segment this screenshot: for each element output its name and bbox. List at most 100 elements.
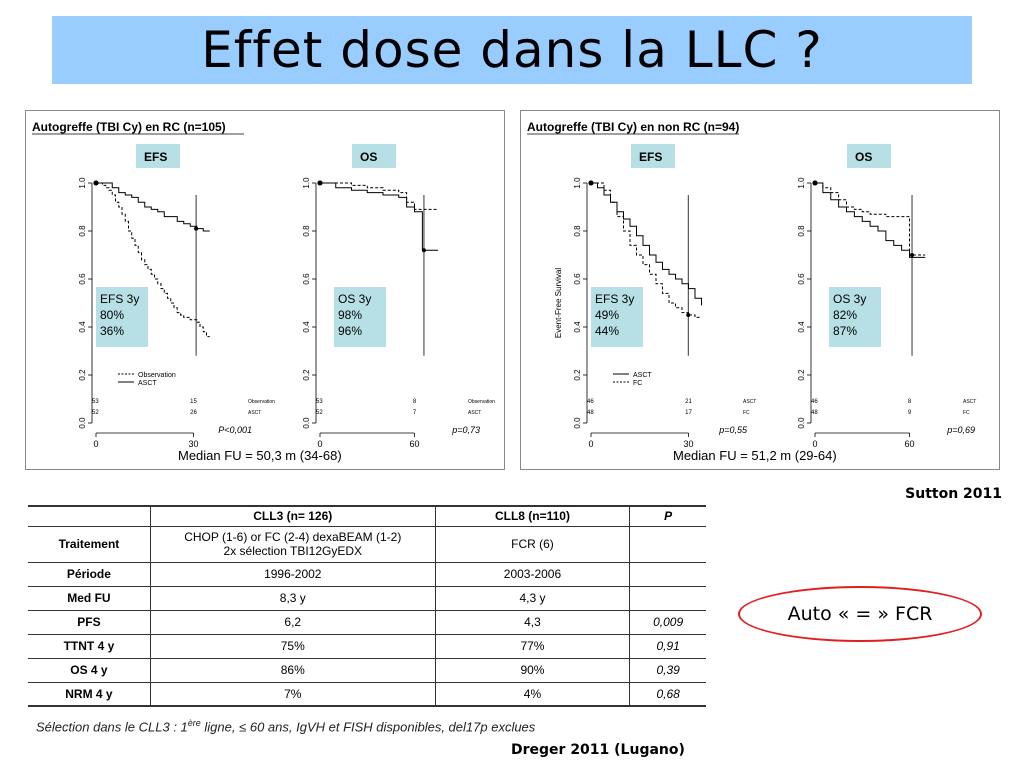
cell-cll8-text: 77% bbox=[520, 639, 545, 653]
km-line-fc bbox=[591, 182, 702, 318]
y-tick-label: 0.8 bbox=[797, 225, 806, 237]
stats-box bbox=[829, 287, 881, 347]
page-title: Effet dose dans la LLC ? bbox=[201, 21, 823, 79]
km-line-asct bbox=[815, 182, 926, 258]
plot-label-box bbox=[631, 144, 675, 168]
y-tick-label: 0.0 bbox=[302, 417, 311, 429]
km-line-asct bbox=[320, 182, 439, 251]
y-tick-label: 1.0 bbox=[573, 177, 582, 189]
table-row: Période 1996-2002 2003-2006 bbox=[28, 562, 706, 587]
km-start-point bbox=[812, 180, 818, 186]
callout-ellipse: Auto « = » FCR bbox=[738, 586, 982, 642]
y-tick-label: 1.0 bbox=[78, 177, 87, 189]
cell-cll8-text: FCR (6) bbox=[511, 537, 554, 551]
cell-p bbox=[629, 562, 706, 587]
table-row: Med FU 8,3 y 4,3 y bbox=[28, 586, 706, 611]
risk-table-value: 7 bbox=[413, 410, 417, 416]
risk-table-header: Observation bbox=[248, 399, 275, 405]
cell-cll8: 2003-2006 bbox=[434, 562, 630, 587]
cell-p-text: 0,68 bbox=[656, 686, 680, 701]
y-tick-label: 0.4 bbox=[573, 321, 582, 333]
table-header: P bbox=[629, 506, 706, 527]
stats-box bbox=[591, 287, 643, 347]
y-tick-label: 1.0 bbox=[302, 177, 311, 189]
risk-table-header: ASCT bbox=[963, 399, 976, 405]
km-plot-os: OS 0.0 0.2 0.4 0.6 0.8 1.0 0 60 OS 3y 82% 87% 46 8 ASC… bbox=[797, 144, 976, 449]
cell-cll3-text: 75% bbox=[280, 639, 305, 653]
km-line-fc bbox=[815, 182, 926, 256]
risk-table-header: Observation bbox=[468, 399, 495, 405]
x-tick-label: 30 bbox=[683, 439, 693, 449]
risk-table-header: FC bbox=[743, 410, 750, 416]
km-line-observation bbox=[96, 182, 210, 338]
stats-box-line: 87% bbox=[833, 324, 857, 338]
risk-table-value: 26 bbox=[190, 410, 197, 416]
km-plot-efs: EFS 0.0 0.2 0.4 0.6 0.8 1.0 0 30 Event-Free Survi… bbox=[554, 144, 756, 449]
y-tick-label: 0.4 bbox=[797, 321, 806, 333]
cell-cll3-text: 8,3 y bbox=[279, 591, 306, 605]
km-start-point bbox=[588, 180, 594, 186]
km-chart-non-rc: Autogreffe (TBI Cy) en non RC (n=94) Medi… bbox=[527, 120, 976, 463]
risk-table-value: 46 bbox=[811, 399, 818, 405]
row-label-text: Traitement bbox=[58, 537, 120, 551]
row-label: TTNT 4 y bbox=[28, 634, 151, 659]
y-tick-label: 0.4 bbox=[78, 321, 87, 333]
row-label-text: Période bbox=[66, 567, 111, 581]
stats-box-line: 80% bbox=[100, 308, 124, 322]
plot-label-box bbox=[352, 144, 396, 168]
cell-cll8: FCR (6) bbox=[434, 526, 630, 563]
row-label-text: OS 4 y bbox=[70, 663, 108, 677]
median-fu: Median FU = 51,2 m (29-64) bbox=[673, 448, 837, 463]
risk-table-value: 8 bbox=[908, 399, 912, 405]
cell-p-text: 0,91 bbox=[656, 639, 680, 653]
y-axis-label: Event-Free Survival bbox=[554, 268, 563, 338]
km-plot-efs: EFS 0.0 0.2 0.4 0.6 0.8 1.0 0 30 EFS 3y 80% 36% Obse… bbox=[78, 144, 275, 449]
stats-box-line: EFS 3y bbox=[100, 292, 139, 306]
cell-cll8: 4% bbox=[434, 682, 630, 707]
table-row: TTNT 4 y 75% 77% 0,91 bbox=[28, 634, 706, 659]
ci-point bbox=[194, 226, 199, 231]
stats-box-line: 49% bbox=[595, 308, 619, 322]
plot-label: EFS bbox=[639, 150, 662, 164]
km-plot-os: OS 0.0 0.2 0.4 0.6 0.8 1.0 0 60 OS 3y 98% 96% 53 8 Obs… bbox=[302, 144, 495, 449]
y-tick-label: 0.0 bbox=[573, 417, 582, 429]
risk-table-header: ASCT bbox=[248, 410, 261, 416]
row-label-text: PFS bbox=[77, 615, 101, 629]
footnote-text: Sélection dans le CLL3 : 1 bbox=[36, 719, 188, 735]
stats-box-line: 36% bbox=[100, 324, 124, 338]
x-tick-label: 60 bbox=[409, 439, 419, 449]
y-tick-label: 0.2 bbox=[302, 369, 311, 381]
plot-label-box bbox=[847, 144, 891, 168]
cell-cll3: 8,3 y bbox=[149, 586, 436, 611]
cell-p bbox=[629, 586, 706, 611]
row-label: OS 4 y bbox=[28, 658, 151, 683]
stats-box-line: 44% bbox=[595, 324, 619, 338]
x-tick-label: 30 bbox=[188, 439, 198, 449]
citation-dreger: Dreger 2011 (Lugano) bbox=[511, 742, 685, 758]
y-tick-label: 0.6 bbox=[78, 273, 87, 285]
cell-cll3-text: 1996-2002 bbox=[264, 567, 322, 581]
cell-cll8-text: 4% bbox=[523, 686, 542, 701]
stats-box bbox=[96, 287, 148, 347]
row-label: Période bbox=[28, 562, 151, 587]
y-tick-label: 0.6 bbox=[797, 273, 806, 285]
y-tick-label: 0.8 bbox=[78, 225, 87, 237]
cell-p-text: 0,009 bbox=[653, 615, 684, 629]
cell-cll3-text: CHOP (1-6) or FC (2-4) dexaBEAM (1-2) bbox=[184, 530, 402, 544]
risk-table-value: 52 bbox=[316, 410, 323, 416]
ci-point bbox=[910, 253, 915, 257]
y-tick-label: 0.6 bbox=[573, 273, 582, 285]
cell-cll3: 86% bbox=[149, 658, 436, 683]
legend-label: ASCT bbox=[633, 372, 652, 379]
cell-cll8-text: 4,3 y bbox=[519, 591, 546, 605]
plot-label: OS bbox=[855, 150, 872, 164]
risk-table-value: 48 bbox=[811, 410, 818, 416]
km-line-asct bbox=[96, 182, 210, 232]
median-fu: Median FU = 50,3 m (34-68) bbox=[178, 448, 342, 463]
row-label-text: Med FU bbox=[67, 591, 111, 605]
risk-table-value: 52 bbox=[92, 410, 99, 416]
panel-title: Autogreffe (TBI Cy) en non RC (n=94) bbox=[527, 120, 739, 134]
risk-table-value: 53 bbox=[316, 399, 323, 405]
risk-table-header: FC bbox=[963, 410, 970, 416]
km-start-point bbox=[93, 180, 99, 186]
